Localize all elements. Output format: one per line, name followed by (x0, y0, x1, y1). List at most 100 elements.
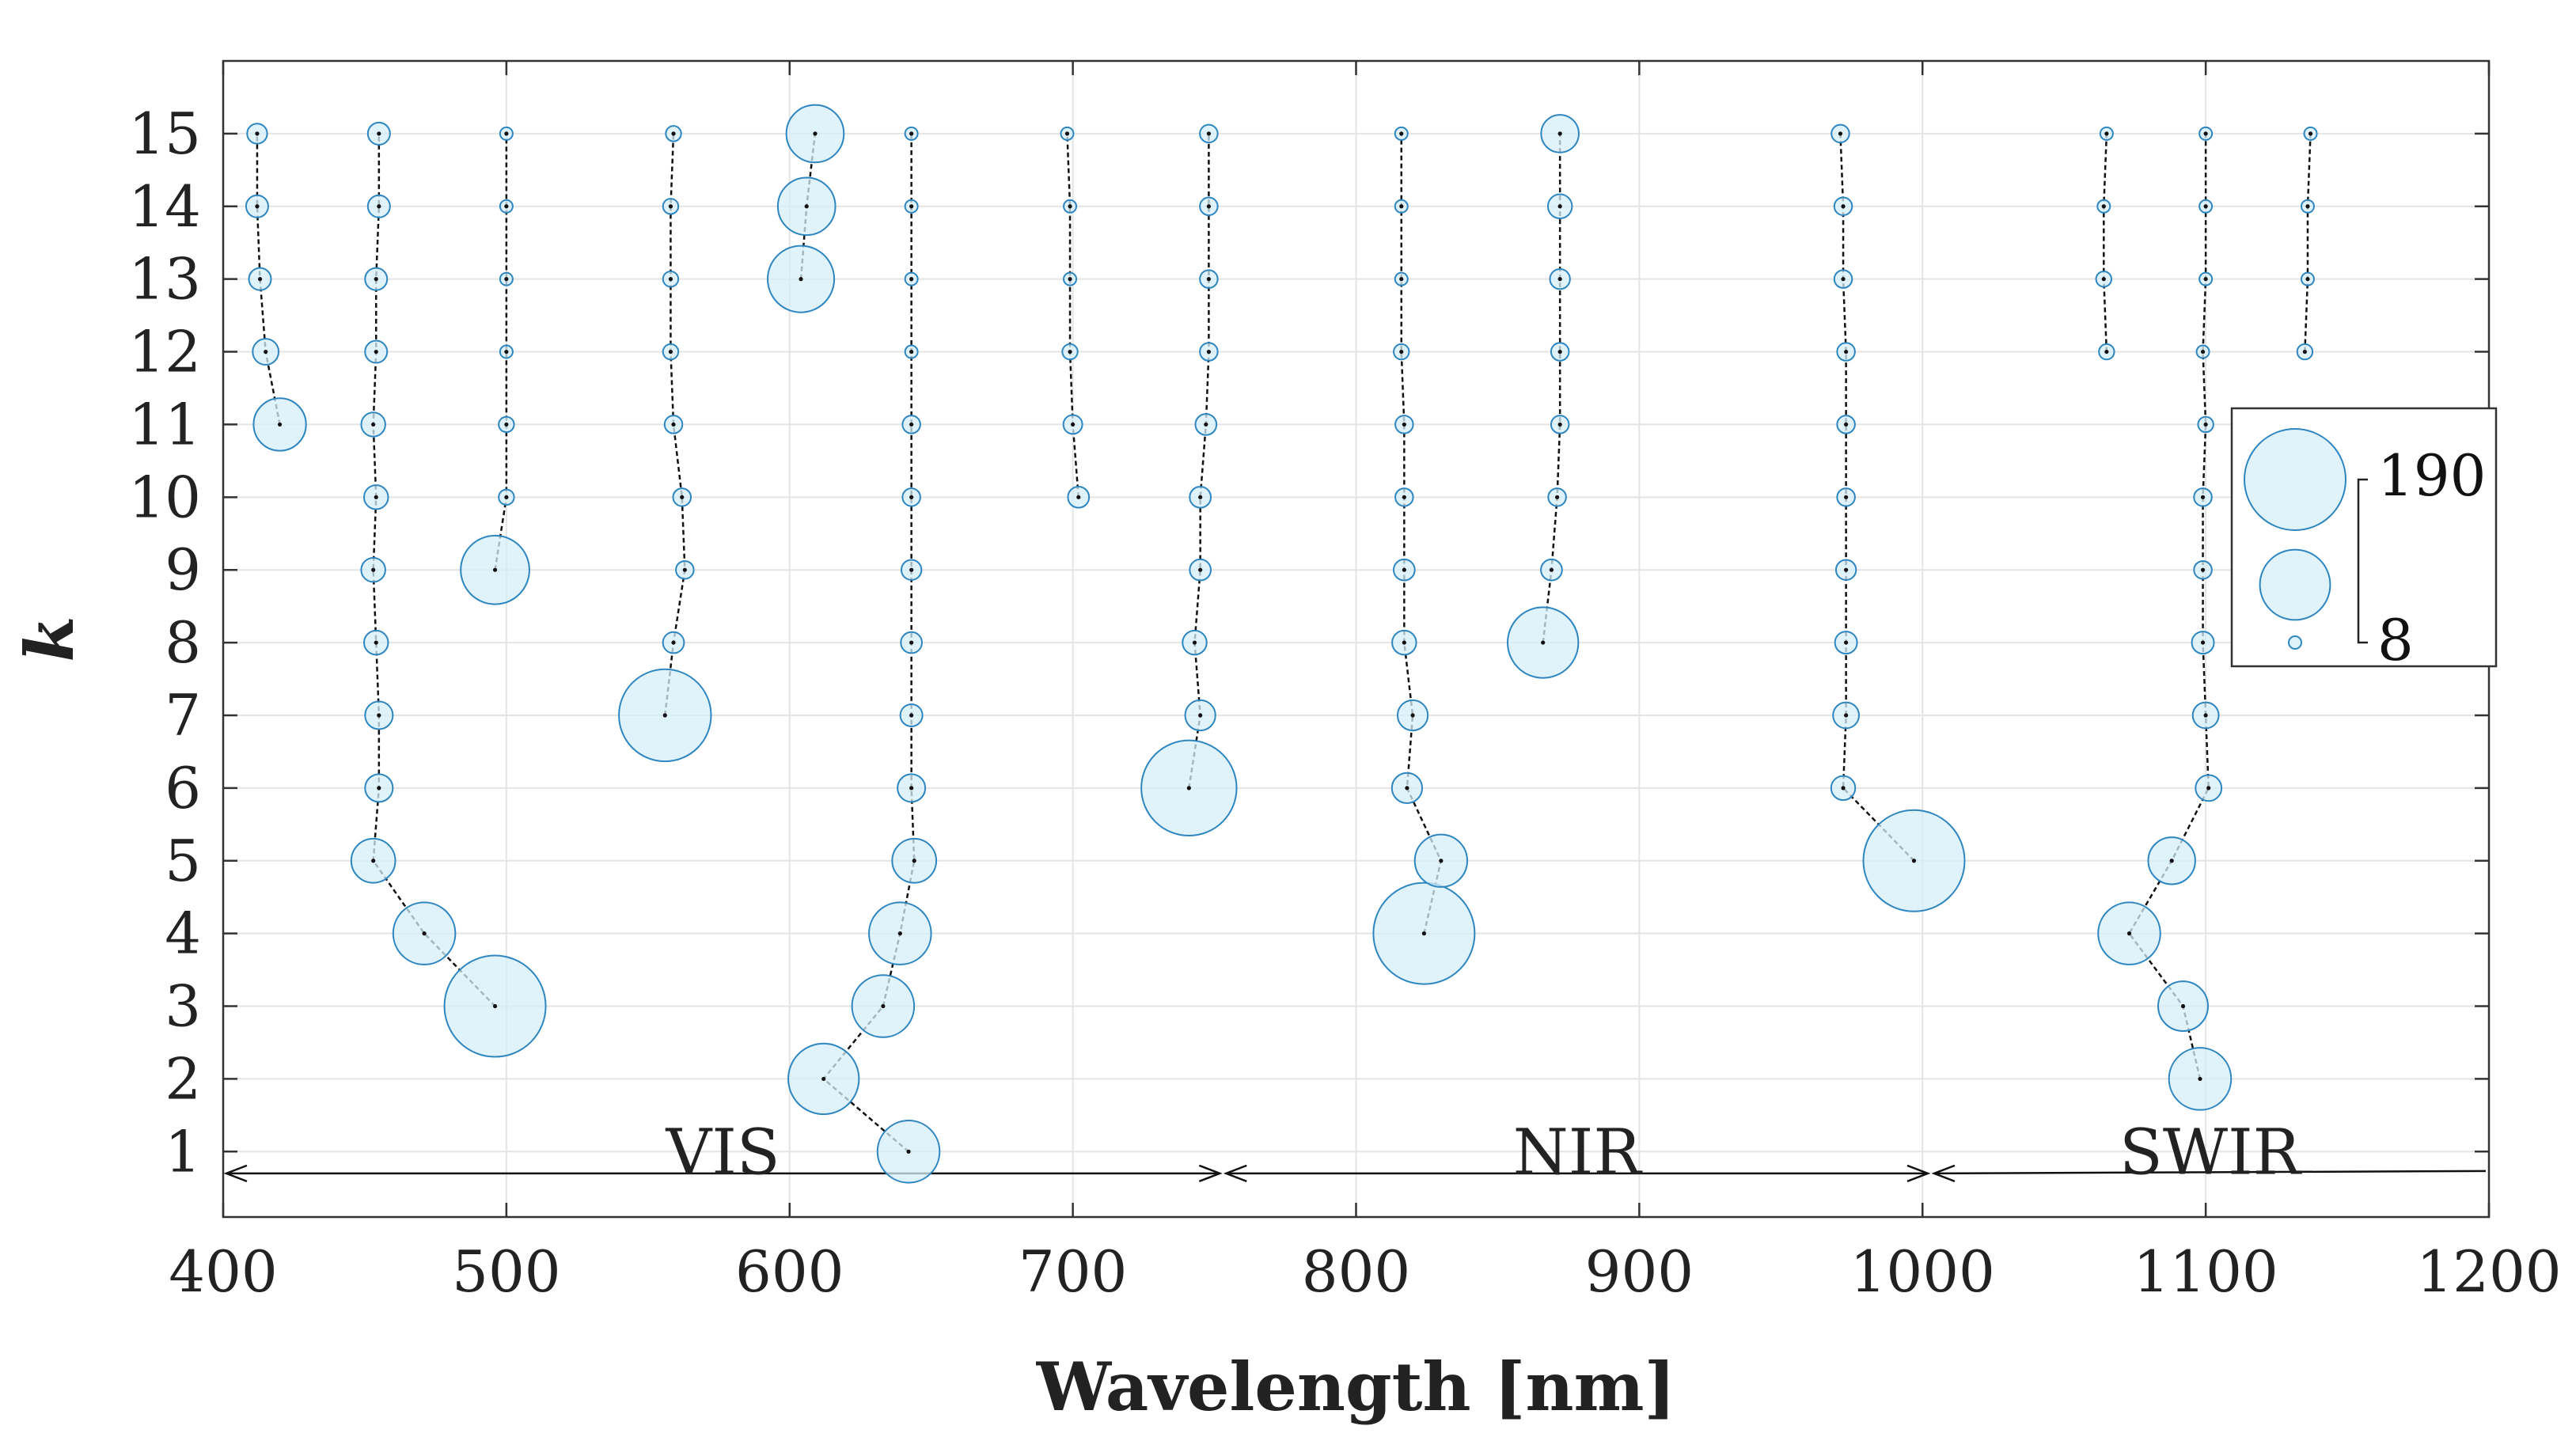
x-tick-label-1200: 1200 (2416, 1238, 2561, 1305)
bubble-center-b8-k13 (1206, 277, 1212, 282)
bubble-center-b8-k12 (1206, 349, 1212, 355)
bubble-center-b12-k12 (2104, 349, 2109, 355)
bubble-center-b14-k15 (2308, 131, 2313, 136)
bubble-center-b4-k8 (671, 640, 676, 645)
bubble-center-b6-k3 (881, 1003, 886, 1009)
bubble-center-b7-k11 (1071, 422, 1076, 427)
region-label-vis: VIS (666, 1115, 780, 1189)
y-tick-label-1: 1 (165, 1118, 201, 1185)
series-line-b7 (1066, 133, 1080, 498)
bubble-center-b10-k8 (1541, 640, 1546, 645)
bubble-center-b3-k15 (504, 131, 509, 136)
region-arrow-left-nir (1223, 1164, 1247, 1183)
bubble-center-b6-k10 (909, 495, 914, 499)
bubble-center-b2-k10 (374, 495, 378, 499)
bubble-center-b10-k11 (1557, 422, 1562, 427)
bubble-center-b14-k14 (2305, 204, 2310, 209)
y-tick-label-3: 3 (165, 973, 201, 1040)
bubble-center-b4-k14 (668, 204, 673, 209)
y-tick-label-7: 7 (165, 682, 201, 749)
bubble-center-b10-k10 (1554, 495, 1560, 499)
bubble-center-b6-k13 (909, 277, 914, 282)
bubble-center-b10-k14 (1557, 204, 1562, 209)
bubble-center-b6-k9 (909, 567, 914, 572)
bubble-center-b3-k13 (504, 277, 509, 282)
y-tick-label-9: 9 (165, 537, 201, 603)
x-axis-title: Wavelength [nm] (1036, 1348, 1675, 1426)
region-arrow-left-vis (223, 1164, 248, 1183)
x-tick-label-700: 700 (1019, 1238, 1127, 1305)
bubble-center-b1-k11 (277, 422, 283, 427)
x-tick-label-500: 500 (452, 1238, 560, 1305)
legend-bubble-mid (2259, 548, 2331, 621)
bubble-center-b13-k8 (2200, 640, 2206, 645)
bubble-center-b3-k14 (504, 204, 509, 209)
y-tick-label-15: 15 (128, 100, 201, 167)
axes: 400 500 600 700 800 900 1000 1100 12001234567891… (128, 59, 2562, 1305)
bubble-center-b6-k5 (912, 859, 916, 863)
bubble-center-b4-k11 (671, 422, 676, 427)
x-tick-label-600: 600 (735, 1238, 844, 1305)
x-tick-label-400: 400 (169, 1238, 277, 1305)
bubble-center-b11-k14 (1841, 204, 1846, 209)
bubble-center-b6-k15 (909, 131, 914, 136)
y-tick-label-11: 11 (128, 391, 201, 457)
bubble-center-b4-k9 (682, 567, 687, 572)
bubble-center-b9-k4 (1421, 931, 1426, 936)
bubble-center-b1-k13 (257, 277, 263, 282)
bubble-center-b6-k12 (909, 349, 914, 355)
y-tick-label-8: 8 (165, 609, 201, 676)
bubble-center-b3-k10 (504, 495, 509, 499)
y-tick-label-10: 10 (128, 464, 201, 530)
data-series (245, 104, 2318, 1184)
bubble-center-b9-k13 (1399, 277, 1404, 282)
bubble-center-b6-k1 (906, 1149, 911, 1154)
bubble-center-b8-k7 (1198, 713, 1203, 718)
bubble-center-b13-k4 (2126, 931, 2132, 936)
bubble-center-b14-k13 (2305, 277, 2310, 282)
bubble-center-b4-k12 (668, 349, 673, 355)
bubble-center-b2-k14 (377, 204, 381, 209)
bubble-center-b6-k11 (909, 422, 914, 427)
bubble-center-b8-k15 (1206, 131, 1212, 136)
bubble-center-b1-k12 (264, 349, 268, 355)
bubble-center-b11-k13 (1841, 277, 1846, 282)
legend-bubble-max (2244, 428, 2346, 531)
bubble-center-b8-k11 (1204, 422, 1208, 427)
bubble-center-b2-k8 (374, 640, 378, 645)
bubble-center-b1-k15 (255, 131, 260, 136)
bubble-center-b7-k10 (1076, 495, 1081, 499)
bubble-center-b9-k11 (1402, 422, 1406, 427)
region-annotations: VIS NIR SWIR (223, 1115, 2487, 1189)
bubble-center-b2-k4 (422, 931, 427, 936)
x-tick-label-800: 800 (1302, 1238, 1410, 1305)
bubble-center-b13-k3 (2180, 1003, 2186, 1009)
bubble-center-b11-k6 (1841, 786, 1846, 791)
bubble-center-b6-k7 (909, 713, 914, 718)
bubble-center-b6-k2 (821, 1076, 826, 1082)
series-line-b14 (2304, 133, 2312, 352)
bubble-center-b3-k12 (504, 349, 509, 355)
bubble-center-b4-k7 (662, 713, 667, 718)
region-arrow-right-vis (1198, 1164, 1223, 1183)
bubble-center-b2-k3 (492, 1003, 498, 1009)
region-arrow-left-swir (1931, 1164, 1956, 1183)
bubble-center-b7-k14 (1068, 204, 1072, 209)
bubble-center-b9-k15 (1399, 131, 1404, 136)
series-line-b9 (1400, 133, 1443, 934)
bubble-center-b2-k13 (374, 277, 378, 282)
bubble-center-b11-k7 (1844, 713, 1849, 718)
bubble-center-b11-k5 (1911, 859, 1917, 863)
bubble-center-b6-k8 (909, 640, 914, 645)
bubble-center-b10-k9 (1549, 567, 1554, 572)
bubble-center-b12-k15 (2104, 131, 2109, 136)
region-label-nir: NIR (1513, 1115, 1644, 1189)
bubble-center-b7-k13 (1068, 277, 1072, 282)
region-arrow-right-nir (1906, 1164, 1931, 1183)
bubble-center-b3-k9 (492, 567, 498, 572)
bubble-center-b9-k10 (1402, 495, 1406, 499)
bubble-center-b7-k15 (1064, 131, 1070, 136)
size-legend: 190 8 (2230, 407, 2498, 673)
